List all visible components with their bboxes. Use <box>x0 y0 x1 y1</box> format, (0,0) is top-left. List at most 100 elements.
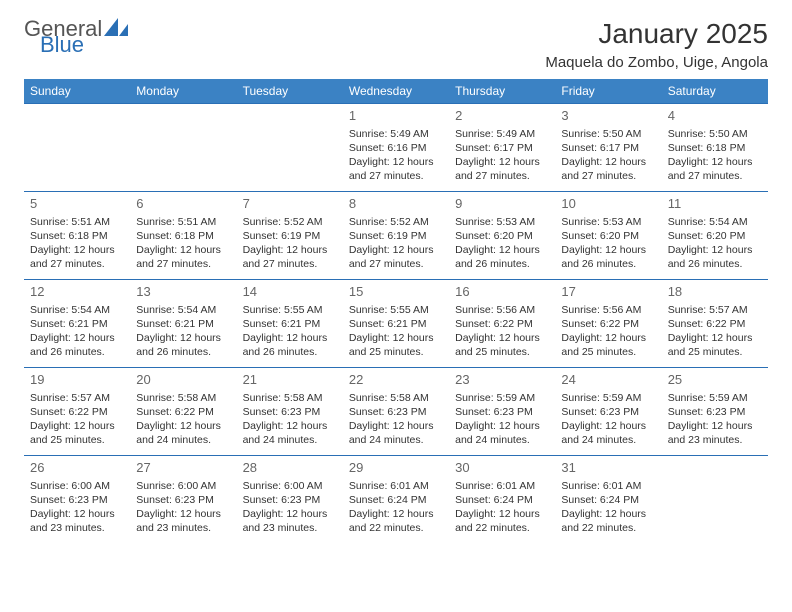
daylight-text: and 22 minutes. <box>349 521 443 535</box>
daylight-text: and 24 minutes. <box>243 433 337 447</box>
daylight-text: and 27 minutes. <box>561 169 655 183</box>
day-number: 20 <box>136 371 230 389</box>
weekday-header: Tuesday <box>237 79 343 104</box>
day-number: 14 <box>243 283 337 301</box>
weekday-header: Thursday <box>449 79 555 104</box>
daylight-text: Daylight: 12 hours <box>668 331 762 345</box>
day-number: 25 <box>668 371 762 389</box>
daylight-text: Daylight: 12 hours <box>668 155 762 169</box>
daylight-text: and 24 minutes. <box>561 433 655 447</box>
day-number: 11 <box>668 195 762 213</box>
sunrise-text: Sunrise: 6:01 AM <box>349 479 443 493</box>
logo: General Blue <box>24 18 130 56</box>
calendar-head: SundayMondayTuesdayWednesdayThursdayFrid… <box>24 79 768 104</box>
daylight-text: and 24 minutes. <box>455 433 549 447</box>
sunrise-text: Sunrise: 5:59 AM <box>668 391 762 405</box>
calendar-row: 5Sunrise: 5:51 AMSunset: 6:18 PMDaylight… <box>24 192 768 280</box>
calendar-cell <box>237 104 343 192</box>
sunrise-text: Sunrise: 5:49 AM <box>349 127 443 141</box>
weekday-header: Friday <box>555 79 661 104</box>
sunset-text: Sunset: 6:23 PM <box>30 493 124 507</box>
daylight-text: Daylight: 12 hours <box>561 331 655 345</box>
daylight-text: Daylight: 12 hours <box>561 507 655 521</box>
day-number: 10 <box>561 195 655 213</box>
sunset-text: Sunset: 6:21 PM <box>243 317 337 331</box>
day-number: 13 <box>136 283 230 301</box>
daylight-text: Daylight: 12 hours <box>349 331 443 345</box>
daylight-text: and 23 minutes. <box>668 433 762 447</box>
calendar-cell: 28Sunrise: 6:00 AMSunset: 6:23 PMDayligh… <box>237 456 343 544</box>
calendar-cell: 4Sunrise: 5:50 AMSunset: 6:18 PMDaylight… <box>662 104 768 192</box>
calendar-cell: 18Sunrise: 5:57 AMSunset: 6:22 PMDayligh… <box>662 280 768 368</box>
day-number: 18 <box>668 283 762 301</box>
day-number: 4 <box>668 107 762 125</box>
sunset-text: Sunset: 6:17 PM <box>561 141 655 155</box>
daylight-text: and 26 minutes. <box>561 257 655 271</box>
day-number: 9 <box>455 195 549 213</box>
calendar-cell: 13Sunrise: 5:54 AMSunset: 6:21 PMDayligh… <box>130 280 236 368</box>
sunset-text: Sunset: 6:24 PM <box>455 493 549 507</box>
sunset-text: Sunset: 6:22 PM <box>136 405 230 419</box>
daylight-text: and 26 minutes. <box>30 345 124 359</box>
day-number: 22 <box>349 371 443 389</box>
weekday-header: Wednesday <box>343 79 449 104</box>
calendar-cell: 8Sunrise: 5:52 AMSunset: 6:19 PMDaylight… <box>343 192 449 280</box>
sunset-text: Sunset: 6:17 PM <box>455 141 549 155</box>
sunset-text: Sunset: 6:21 PM <box>136 317 230 331</box>
day-number: 28 <box>243 459 337 477</box>
daylight-text: Daylight: 12 hours <box>349 155 443 169</box>
daylight-text: Daylight: 12 hours <box>243 419 337 433</box>
calendar-cell <box>24 104 130 192</box>
calendar-cell: 2Sunrise: 5:49 AMSunset: 6:17 PMDaylight… <box>449 104 555 192</box>
daylight-text: Daylight: 12 hours <box>243 243 337 257</box>
calendar-cell <box>130 104 236 192</box>
calendar-cell: 3Sunrise: 5:50 AMSunset: 6:17 PMDaylight… <box>555 104 661 192</box>
daylight-text: and 26 minutes. <box>243 345 337 359</box>
daylight-text: Daylight: 12 hours <box>349 507 443 521</box>
calendar-cell: 9Sunrise: 5:53 AMSunset: 6:20 PMDaylight… <box>449 192 555 280</box>
day-number: 21 <box>243 371 337 389</box>
sunset-text: Sunset: 6:20 PM <box>455 229 549 243</box>
day-number: 15 <box>349 283 443 301</box>
sunset-text: Sunset: 6:22 PM <box>30 405 124 419</box>
sunset-text: Sunset: 6:22 PM <box>561 317 655 331</box>
daylight-text: and 27 minutes. <box>349 169 443 183</box>
weekday-row: SundayMondayTuesdayWednesdayThursdayFrid… <box>24 79 768 104</box>
daylight-text: Daylight: 12 hours <box>136 507 230 521</box>
daylight-text: and 25 minutes. <box>455 345 549 359</box>
daylight-text: and 25 minutes. <box>561 345 655 359</box>
day-number: 30 <box>455 459 549 477</box>
day-number: 8 <box>349 195 443 213</box>
sunset-text: Sunset: 6:24 PM <box>349 493 443 507</box>
day-number: 1 <box>349 107 443 125</box>
calendar-cell: 30Sunrise: 6:01 AMSunset: 6:24 PMDayligh… <box>449 456 555 544</box>
sunrise-text: Sunrise: 5:51 AM <box>136 215 230 229</box>
sunset-text: Sunset: 6:19 PM <box>349 229 443 243</box>
sunset-text: Sunset: 6:18 PM <box>136 229 230 243</box>
sunrise-text: Sunrise: 5:57 AM <box>30 391 124 405</box>
daylight-text: Daylight: 12 hours <box>243 507 337 521</box>
calendar-cell: 11Sunrise: 5:54 AMSunset: 6:20 PMDayligh… <box>662 192 768 280</box>
calendar-cell: 12Sunrise: 5:54 AMSunset: 6:21 PMDayligh… <box>24 280 130 368</box>
sunset-text: Sunset: 6:22 PM <box>455 317 549 331</box>
daylight-text: Daylight: 12 hours <box>668 243 762 257</box>
sunrise-text: Sunrise: 5:49 AM <box>455 127 549 141</box>
sunrise-text: Sunrise: 5:59 AM <box>455 391 549 405</box>
sunrise-text: Sunrise: 5:58 AM <box>349 391 443 405</box>
daylight-text: Daylight: 12 hours <box>349 243 443 257</box>
calendar-body: 1Sunrise: 5:49 AMSunset: 6:16 PMDaylight… <box>24 104 768 544</box>
calendar-cell: 21Sunrise: 5:58 AMSunset: 6:23 PMDayligh… <box>237 368 343 456</box>
title-block: January 2025 Maquela do Zombo, Uige, Ang… <box>545 18 768 71</box>
sunset-text: Sunset: 6:23 PM <box>243 405 337 419</box>
sunset-text: Sunset: 6:22 PM <box>668 317 762 331</box>
sunset-text: Sunset: 6:23 PM <box>243 493 337 507</box>
day-number: 19 <box>30 371 124 389</box>
sunset-text: Sunset: 6:16 PM <box>349 141 443 155</box>
daylight-text: and 27 minutes. <box>30 257 124 271</box>
calendar-cell <box>662 456 768 544</box>
calendar-row: 19Sunrise: 5:57 AMSunset: 6:22 PMDayligh… <box>24 368 768 456</box>
sunrise-text: Sunrise: 5:54 AM <box>668 215 762 229</box>
calendar-cell: 20Sunrise: 5:58 AMSunset: 6:22 PMDayligh… <box>130 368 236 456</box>
daylight-text: and 26 minutes. <box>136 345 230 359</box>
day-number: 16 <box>455 283 549 301</box>
